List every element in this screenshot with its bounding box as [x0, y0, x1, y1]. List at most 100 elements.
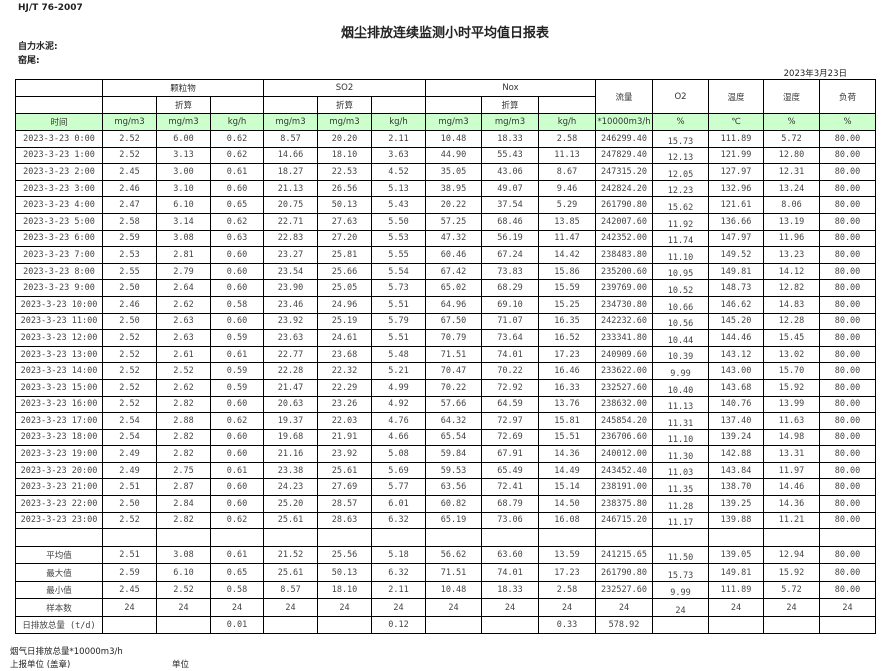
- cell: [481, 615, 539, 635]
- cell: kg/h: [538, 113, 596, 131]
- row-label: 2023-3-23 1:00: [15, 146, 103, 165]
- cell: 57.25: [425, 212, 482, 231]
- cell: 148.73: [708, 279, 764, 297]
- blank-cell: [15, 96, 103, 114]
- cell: 11.03: [652, 461, 709, 480]
- cell: 22.83: [263, 229, 318, 248]
- cell: 2.52: [102, 146, 157, 165]
- cell: 8.57: [263, 580, 318, 600]
- cell: 2.46: [102, 179, 157, 198]
- cell: 241215.65: [595, 545, 653, 565]
- cell: 5.77: [371, 478, 426, 497]
- cell: 14.50: [538, 495, 596, 513]
- cell: 0.61: [210, 545, 264, 565]
- cell: 11.21: [763, 511, 820, 530]
- cell: 24: [102, 598, 157, 617]
- cell: 15.81: [538, 412, 596, 430]
- cell: 65.02: [425, 279, 482, 297]
- cell: 80.00: [819, 212, 876, 231]
- cell: 11.92: [652, 212, 709, 231]
- cell: 0.60: [210, 262, 264, 281]
- row-label: 2023-3-23 13:00: [15, 345, 103, 364]
- cell: [102, 615, 157, 635]
- cell: mg/m3: [425, 113, 482, 131]
- cell: 5.51: [371, 295, 426, 314]
- cell: %: [763, 113, 820, 131]
- cell: 2.82: [156, 511, 211, 530]
- header-row-units: 时间 mg/m3 mg/m3 kg/h mg/m3 mg/m3 kg/h mg/m3 mg/m3…: [15, 113, 876, 131]
- cell: mg/m3: [481, 113, 539, 131]
- cell: 3.00: [156, 163, 211, 181]
- cell: 10.44: [652, 329, 709, 347]
- cell: 28.57: [317, 495, 372, 513]
- table-row: 2023-3-23 7:00 2.53 2.81 0.60 23.27 25.81 5.55…: [15, 246, 876, 264]
- cell: 70.47: [425, 362, 482, 380]
- cell: 2.62: [156, 295, 211, 314]
- cell: [263, 615, 318, 635]
- cell: 9.99: [652, 580, 709, 600]
- cell: 50.13: [317, 563, 372, 582]
- cell: 71.07: [481, 312, 539, 331]
- cell: 13.99: [763, 395, 820, 414]
- cell: 9.46: [538, 179, 596, 198]
- cell: 5.08: [371, 445, 426, 463]
- cell: 20.75: [263, 196, 318, 214]
- cell: 16.33: [538, 378, 596, 397]
- cell: 25.61: [263, 563, 318, 582]
- cell: 10.39: [652, 345, 709, 364]
- cell: 13.19: [763, 212, 820, 231]
- cell: 15.14: [538, 478, 596, 497]
- cell: 2.62: [156, 378, 211, 397]
- cell: 0.60: [210, 312, 264, 331]
- cell: [708, 528, 764, 547]
- cell: 23.54: [263, 262, 318, 281]
- cell: 247829.40: [595, 146, 653, 165]
- cell: 15.86: [538, 262, 596, 281]
- table-row: 2023-3-23 8:00 2.55 2.79 0.60 23.54 25.66 5.54…: [15, 262, 876, 281]
- cell: 23.46: [263, 295, 318, 314]
- row-label: 2023-3-23 12:00: [15, 329, 103, 347]
- cell: 10.66: [652, 295, 709, 314]
- cell: 23.92: [263, 312, 318, 331]
- report-date: 2023年3月23日: [783, 69, 847, 79]
- cell: 15.25: [538, 295, 596, 314]
- cell: 5.55: [371, 246, 426, 264]
- cell: 235200.60: [595, 262, 653, 281]
- cell: 18.27: [263, 163, 318, 181]
- row-label: 2023-3-23 16:00: [15, 395, 103, 414]
- cell: 10.40: [652, 378, 709, 397]
- cell: 111.89: [708, 130, 764, 148]
- table-row: 2023-3-23 6:00 2.59 3.08 0.63 22.83 27.20 5.53…: [15, 229, 876, 248]
- cell: 56.62: [425, 545, 482, 565]
- cell: 233622.00: [595, 362, 653, 380]
- cell: 80.00: [819, 445, 876, 463]
- cell: 25.05: [317, 279, 372, 297]
- cell: 55.43: [481, 146, 539, 165]
- cell: 80.00: [819, 563, 876, 582]
- cell: 37.54: [481, 196, 539, 214]
- cell: 18.10: [317, 146, 372, 165]
- cell: 12.82: [763, 279, 820, 297]
- cell: 138.70: [708, 478, 764, 497]
- summary-row: 最大值 2.59 6.10 0.65 25.61 50.13 6.32 71.51 74.01 1…: [15, 563, 876, 582]
- cell: 16.46: [538, 362, 596, 380]
- cell: 143.84: [708, 461, 764, 480]
- cell: 25.56: [317, 545, 372, 565]
- cell: 27.63: [317, 212, 372, 231]
- cell: 5.53: [371, 229, 426, 248]
- cell: 3.14: [156, 212, 211, 231]
- cell: 11.35: [652, 478, 709, 497]
- cell: 242232.60: [595, 312, 653, 331]
- cell: 0.59: [210, 378, 264, 397]
- cell: 70.22: [425, 378, 482, 397]
- cell: 11.13: [538, 146, 596, 165]
- cell: [263, 528, 318, 547]
- row-label: 2023-3-23 19:00: [15, 445, 103, 463]
- blank-row: [15, 528, 876, 547]
- cell: 146.62: [708, 295, 764, 314]
- cell: 12.80: [763, 146, 820, 165]
- cell: 143.12: [708, 345, 764, 364]
- cell: 26.56: [317, 179, 372, 198]
- cell: 5.69: [371, 461, 426, 480]
- cell: 2.58: [102, 212, 157, 231]
